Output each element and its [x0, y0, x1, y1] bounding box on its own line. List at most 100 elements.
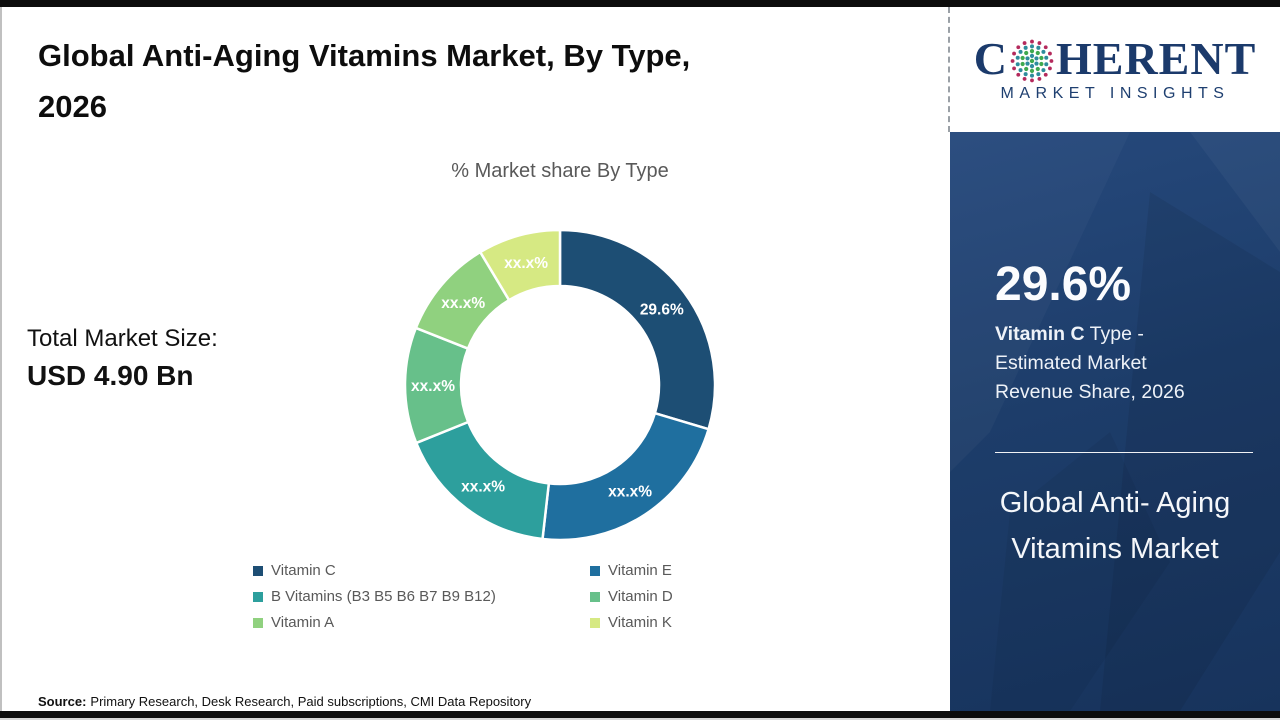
globe-dot — [1043, 45, 1048, 50]
legend-label: Vitamin K — [608, 614, 672, 631]
world-map-watermark — [990, 132, 1280, 711]
globe-dot — [1036, 45, 1041, 50]
globe-dot — [1041, 68, 1046, 73]
slice-label-vitamin-k: xx.x% — [504, 255, 548, 272]
panel-market-name: Global Anti- Aging Vitamins Market — [999, 487, 1231, 565]
page-title-line1: Global Anti-Aging Vitamins Market, By Ty… — [38, 38, 691, 73]
globe-dot — [1029, 44, 1034, 49]
page-title-line2: 2026 — [38, 89, 107, 124]
total-market-size-value: USD 4.90 Bn — [27, 360, 194, 391]
logo-wordmark: C HERENT — [973, 33, 1257, 84]
legend-item-vitamin-a: Vitamin A — [253, 614, 590, 631]
stat-description-rest: Type - Estimated Market Revenue Share, 2… — [995, 323, 1185, 404]
globe-dot — [1044, 62, 1049, 67]
legend-marker-icon — [253, 617, 263, 628]
legend-marker-icon — [253, 565, 263, 576]
page-title: Global Anti-Aging Vitamins Market, By Ty… — [38, 30, 908, 132]
globe-dot — [1012, 66, 1016, 71]
donut-segment-vitamin-c — [558, 228, 717, 431]
legend-item-b-vitamins-b3-b5-b6-b7-b9-b12: B Vitamins (B3 B5 B6 B7 B9 B12) — [253, 588, 590, 605]
globe-dot — [1023, 72, 1028, 77]
globe-dot — [1024, 50, 1029, 56]
globe-dot — [1020, 55, 1025, 61]
globe-dot — [1049, 59, 1054, 63]
top-border-bar — [0, 0, 1280, 7]
company-logo: C HERENT MARKET INSIGHTS — [948, 7, 1280, 132]
logo-letter-c: C — [973, 33, 1008, 84]
legend-item-vitamin-d: Vitamin D — [590, 588, 673, 605]
logo-tagline: MARKET INSIGHTS — [1000, 85, 1230, 102]
globe-dot — [1039, 55, 1044, 61]
globe-dot — [1012, 51, 1016, 56]
source-label: Source: — [38, 694, 87, 709]
legend-item-vitamin-k: Vitamin K — [590, 614, 673, 631]
globe-dot — [1036, 72, 1041, 77]
chart-legend: Vitamin C Vitamin E B Vitamins (B3 B5 B6 B… — [253, 562, 673, 631]
legend-marker-icon — [590, 591, 600, 602]
slice-label-vitamin-a: xx.x% — [441, 295, 485, 312]
globe-dot — [1016, 45, 1021, 50]
legend-marker-icon — [590, 617, 600, 628]
globe-dot — [1037, 77, 1042, 81]
stat-value: 29.6% — [995, 258, 1132, 311]
globe-dot — [1048, 51, 1052, 56]
globe-dots-icon — [1010, 39, 1054, 83]
donut-chart: 29.6% xx.x% xx.x% xx.x% xx.x% xx.x% — [403, 228, 717, 542]
stat-description-bold: Vitamin C — [995, 323, 1085, 346]
globe-dot — [1030, 39, 1034, 44]
donut-segment-vitamin-k — [479, 228, 562, 302]
globe-dot — [1024, 66, 1029, 72]
globe-dot — [1030, 78, 1034, 83]
bottom-border-bar — [0, 711, 1280, 718]
globe-dot — [1044, 55, 1049, 60]
legend-label: Vitamin C — [271, 562, 336, 579]
total-market-size-label: Total Market Size: — [27, 325, 218, 352]
globe-dot — [1048, 66, 1052, 71]
globe-dot — [1029, 68, 1035, 73]
panel-divider-line — [995, 452, 1253, 453]
globe-dot — [1029, 73, 1034, 78]
legend-label: Vitamin E — [608, 562, 672, 579]
logo-word-rest: HERENT — [1055, 33, 1257, 84]
globe-dot — [1035, 66, 1040, 72]
legend-label: Vitamin D — [608, 588, 673, 605]
globe-dot — [1035, 50, 1040, 56]
slice-label-vitamin-e: xx.x% — [608, 483, 652, 500]
globe-dot — [1029, 53, 1035, 58]
legend-marker-icon — [253, 591, 263, 602]
globe-dot — [1029, 64, 1035, 69]
bottom-edge-line — [0, 718, 1280, 720]
globe-dot — [1043, 72, 1048, 77]
donut-segment-vitamin-e — [541, 411, 710, 542]
globe-dot — [1034, 56, 1039, 61]
globe-dot — [1018, 49, 1023, 54]
globe-dot — [1029, 58, 1035, 64]
stat-description: Vitamin C Type - Estimated Market Revenu… — [995, 320, 1200, 407]
legend-label: B Vitamins (B3 B5 B6 B7 B9 B12) — [271, 588, 496, 605]
slice-label-vitamin-c: 29.6% — [640, 302, 684, 319]
source-line: Source: Primary Research, Desk Research, … — [38, 694, 531, 709]
globe-dot — [1020, 61, 1025, 67]
globe-dot — [1037, 41, 1042, 45]
globe-dot — [1018, 68, 1023, 73]
globe-dot — [1039, 61, 1044, 67]
globe-dot — [1025, 56, 1030, 61]
globe-dot — [1029, 49, 1035, 54]
globe-dot — [1015, 55, 1020, 60]
globe-dot — [1022, 41, 1027, 45]
legend-item-vitamin-e: Vitamin E — [590, 562, 673, 579]
chart-title: % Market share By Type — [451, 160, 669, 182]
legend-item-vitamin-c: Vitamin C — [253, 562, 590, 579]
legend-label: Vitamin A — [271, 614, 335, 631]
globe-dot — [1023, 45, 1028, 50]
globe-dot — [1016, 72, 1021, 77]
stat-block: 29.6% Vitamin C Type - Estimated Market … — [995, 258, 1200, 407]
globe-dot — [1025, 61, 1030, 66]
slice-label-b-vitamins-b3-b5-b6-b7-b9-b12: xx.x% — [461, 479, 505, 496]
globe-dot — [1034, 61, 1039, 66]
left-border-line — [0, 7, 2, 711]
slice-label-vitamin-d: xx.x% — [411, 378, 455, 395]
globe-dot — [1010, 59, 1015, 63]
globe-dot — [1022, 77, 1027, 81]
total-market-size-block: Total Market Size: USD 4.90 Bn — [27, 325, 218, 392]
